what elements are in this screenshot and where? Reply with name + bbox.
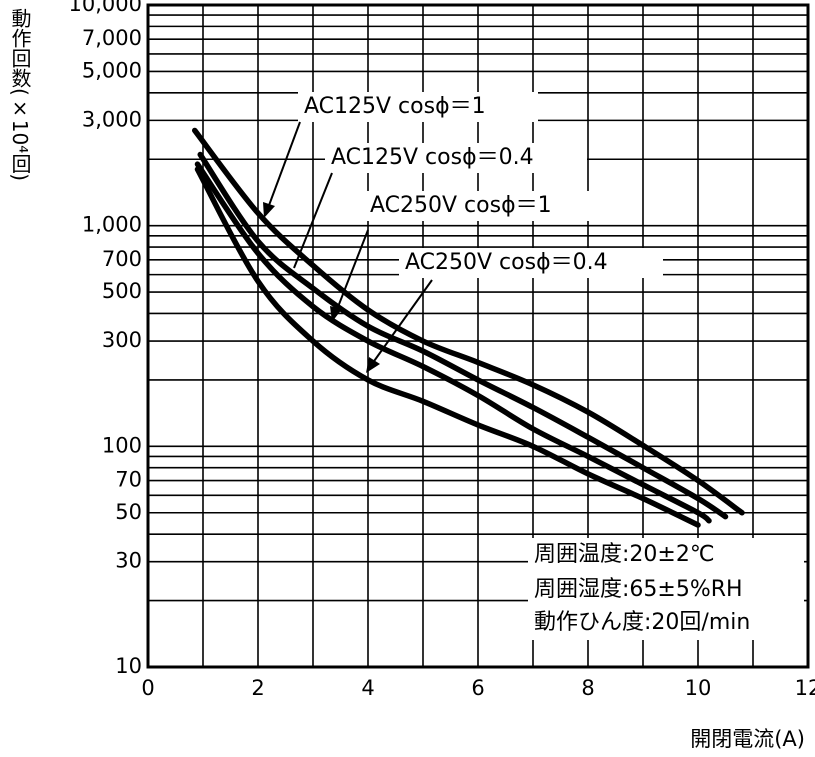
label-bg <box>325 143 587 173</box>
curve <box>197 151 729 520</box>
label-bg <box>364 191 602 221</box>
x-tick-label: 4 <box>361 676 374 700</box>
curve <box>192 127 745 516</box>
curve <box>194 166 701 528</box>
y-axis-label: 動作回数(×10⁴回) <box>8 8 32 181</box>
annotations: AC125V cosϕ＝1 AC125V cosϕ＝0.4 AC250V cos… <box>263 92 804 640</box>
y-tick-label: 3,000 <box>82 107 142 131</box>
x-tick-label: 6 <box>471 676 484 700</box>
y-tick-label: 10,000 <box>69 0 142 16</box>
y-tick-label: 10 <box>115 654 142 678</box>
arrow <box>371 279 433 365</box>
arrow <box>335 229 369 313</box>
y-tick-label: 1,000 <box>82 213 142 237</box>
x-axis-label: 開閉電流(A) <box>690 727 805 751</box>
x-tick-label: 0 <box>141 676 154 700</box>
y-tick-label: 700 <box>102 247 142 271</box>
y-tick-label: 7,000 <box>82 26 142 50</box>
notes-bg <box>528 538 804 640</box>
x-tick-label: 8 <box>581 676 594 700</box>
y-tick-label: 50 <box>115 500 142 524</box>
label-bg <box>298 92 538 122</box>
arrow-head <box>366 357 380 373</box>
x-tick-label: 12 <box>795 676 815 700</box>
plot-frame <box>146 3 810 669</box>
note: 動作ひん度:20回/min <box>534 610 750 635</box>
note: 周囲湿度:65±5%RH <box>534 577 743 602</box>
label-bg <box>399 248 663 278</box>
series-label: AC125V cosϕ＝1 <box>304 94 486 119</box>
series-label: AC125V cosϕ＝0.4 <box>331 145 534 170</box>
arrow-head <box>330 306 342 322</box>
y-tick-label: 100 <box>102 433 142 457</box>
series-label: AC250V cosϕ＝1 <box>370 193 552 218</box>
arrow-head <box>263 202 275 218</box>
y-tick-label: 300 <box>102 328 142 352</box>
arrow <box>267 121 301 209</box>
plot-area: 103050701003005007001,0003,0005,0007,000… <box>69 0 815 700</box>
x-tick-label: 10 <box>685 676 712 700</box>
curve <box>194 161 712 524</box>
y-tick-label: 30 <box>115 549 142 573</box>
y-tick-label: 5,000 <box>82 58 142 82</box>
arrow <box>293 172 333 269</box>
series-label: AC250V cosϕ＝0.4 <box>405 250 608 275</box>
y-tick-label: 500 <box>102 279 142 303</box>
y-tick-label: 70 <box>115 468 142 492</box>
note: 周囲温度:20±2℃ <box>534 542 715 567</box>
x-tick-label: 2 <box>251 676 264 700</box>
